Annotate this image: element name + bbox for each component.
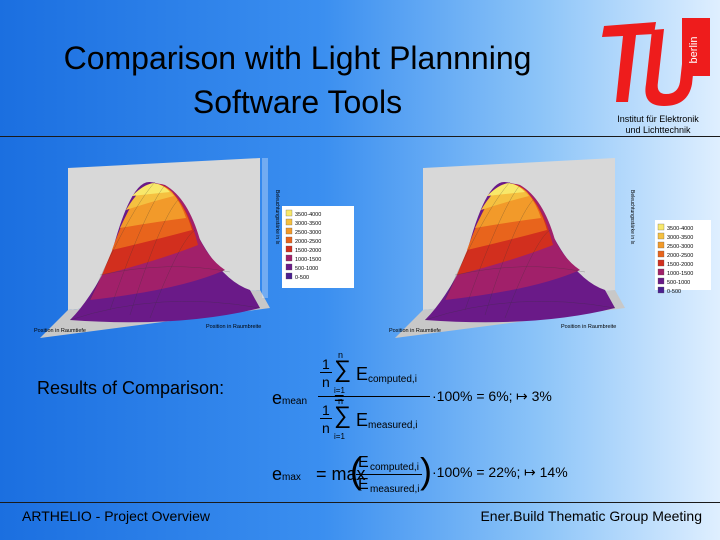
legend-label: 2000-2500 [295, 239, 321, 245]
formula-max: emax = max ( E computed,i E measured,i )… [270, 450, 600, 497]
sum-lower: i=1 [334, 432, 345, 441]
legend-swatch [285, 209, 293, 217]
logo-city: berlin [688, 37, 700, 64]
slide-title: Comparison with Light Plannning Software… [10, 36, 585, 124]
legend-label: 3500-4000 [295, 212, 321, 218]
axis-y-label: Position in Raumtiefe [34, 328, 86, 334]
sum-symbol: ∑ [334, 356, 352, 383]
legend-swatch [285, 218, 293, 226]
surface-band-7 [132, 183, 170, 196]
num-one: 1 [322, 356, 330, 372]
sum-lower: i=1 [334, 386, 345, 395]
eq2-arrow: ↦ 14% [524, 464, 568, 480]
sum-upper: n [338, 350, 344, 360]
legend-label: 3500-4000 [667, 226, 693, 232]
results-label: Results of Comparison: [37, 378, 225, 398]
sum-upper: n [338, 396, 344, 406]
e-computed-max: E [358, 454, 369, 471]
legend-label: 500-1000 [295, 266, 318, 272]
paren-close: ) [420, 450, 432, 491]
legend-label: 1500-2000 [295, 248, 321, 254]
e-mean-subscript: mean [282, 396, 308, 407]
title-line-2: Software Tools [192, 84, 403, 120]
equals-max: = max [316, 464, 366, 484]
legend-swatch [657, 259, 665, 267]
e-measured-max: E [358, 476, 369, 493]
legend-label: 2000-2500 [667, 253, 693, 259]
legend-swatch [657, 250, 665, 258]
axis-x-label: Position in Raumbreite [561, 324, 616, 330]
legend-label: 0-500 [295, 275, 309, 281]
e-computed-subscript: computed,i [368, 374, 417, 385]
legend-label: 2500-3000 [295, 230, 321, 236]
sum-symbol: ∑ [334, 402, 352, 429]
legend-label: 1500-2000 [667, 262, 693, 268]
e-mean-symbol: e [272, 388, 283, 408]
legend-swatch [657, 223, 665, 231]
legend-swatch [657, 232, 665, 240]
frac-line [320, 418, 332, 419]
legend-label: 2500-3000 [667, 244, 693, 250]
logo-institute-2: und Lichttechnik [625, 125, 691, 135]
axis-x-label: Position in Raumbreite [206, 324, 261, 330]
den-n: n [322, 420, 330, 436]
main-frac-line [318, 396, 430, 397]
axis-z-label: Beleuchtungsstärke in lx [274, 190, 280, 245]
axis-y-label: Position in Raumtiefe [389, 328, 441, 334]
legend-swatch [285, 254, 293, 262]
den-one: 1 [322, 402, 330, 418]
num-n: n [322, 374, 330, 390]
legend-label: 1000-1500 [295, 257, 321, 263]
legend-label: 3000-3500 [667, 235, 693, 241]
footer-left: ARTHELIO - Project Overview [22, 508, 211, 524]
legend-swatch [285, 227, 293, 235]
surface-plot-right: 3500-4000 3000-3500 2500-3000 2000-2500 1500… [389, 158, 711, 338]
e-computed-max-subscript: computed,i [370, 462, 419, 473]
axis-z-label: Beleuchtungsstärke in lx [629, 190, 635, 245]
equals-sign: = [334, 388, 345, 408]
logo-institute-1: Institut für Elektronik [617, 114, 699, 124]
title-line-1: Comparison with Light Plannning [63, 40, 532, 76]
e-measured-subscript: measured,i [368, 420, 418, 431]
formula-mean: emean = 1 n n ∑ i=1 E computed,i 1 n n ∑… [270, 350, 600, 445]
legend-swatch [285, 245, 293, 253]
paren-open: ( [350, 450, 362, 491]
e-computed: E [356, 364, 369, 384]
e-max-symbol: e [272, 464, 283, 484]
legend-swatch [285, 272, 293, 280]
header-divider [0, 136, 720, 137]
e-max-subscript: max [282, 472, 301, 483]
max-frac-line [356, 474, 422, 475]
legend-label: 0-500 [667, 289, 681, 295]
legend-label: 3000-3500 [295, 221, 321, 227]
e-measured-max-subscript: measured,i [370, 484, 420, 495]
legend-label: 1000-1500 [667, 271, 693, 277]
legend-swatch [657, 268, 665, 276]
footer-divider [0, 502, 720, 503]
legend-swatch [657, 241, 665, 249]
university-logo: berlin Institut für Elektronik und Licht… [602, 18, 710, 135]
surface-plot-left: 3500-4000 3000-3500 2500-3000 2000-2500 1500… [34, 158, 354, 338]
legend-swatch [657, 277, 665, 285]
frac-line [320, 372, 332, 373]
legend-swatch [285, 263, 293, 271]
surface-band-7 [487, 183, 525, 196]
eq2-result: ·100% = 22%; [432, 464, 521, 480]
legend-swatch [657, 286, 665, 294]
legend-swatch [285, 236, 293, 244]
eq1-result: ·100% = 6%; [432, 388, 513, 404]
eq1-arrow: ↦ 3% [516, 388, 552, 404]
footer-right: Ener.Build Thematic Group Meeting [480, 508, 702, 524]
legend-label: 500-1000 [667, 280, 690, 286]
e-measured: E [356, 410, 369, 430]
